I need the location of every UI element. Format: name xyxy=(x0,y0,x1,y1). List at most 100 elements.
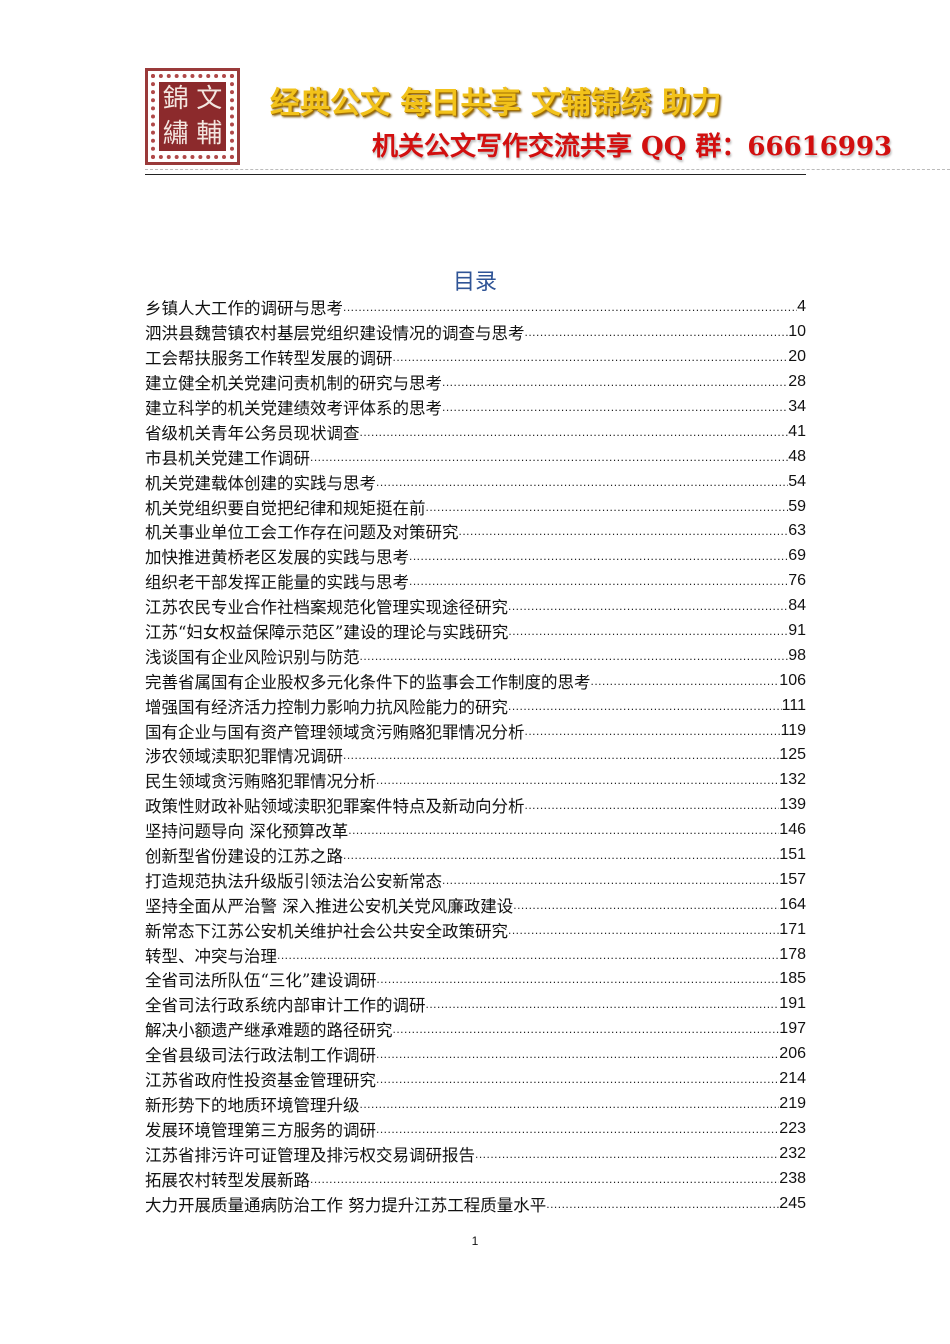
toc-entry-title[interactable]: 解决小额遗产继承难题的路径研究 xyxy=(145,1021,393,1041)
toc-entry-page[interactable]: 59 xyxy=(788,497,806,515)
toc-entry-page[interactable]: 10 xyxy=(788,323,806,341)
toc-entry-page[interactable]: 185 xyxy=(779,970,806,988)
toc-entry-page[interactable]: 125 xyxy=(779,746,806,764)
toc-entry-title[interactable]: 新形势下的地质环境管理升级 xyxy=(145,1095,360,1115)
toc-entry[interactable]: 机关事业单位工会工作存在问题及对策研究 63 xyxy=(145,519,806,544)
toc-entry-page[interactable]: 41 xyxy=(788,422,806,440)
toc-entry-page[interactable]: 119 xyxy=(780,721,806,739)
toc-entry[interactable]: 全省县级司法行政法制工作调研 206 xyxy=(145,1042,806,1067)
toc-entry-page[interactable]: 223 xyxy=(779,1119,806,1137)
toc-entry-page[interactable]: 164 xyxy=(779,895,806,913)
toc-entry-title[interactable]: 乡镇人大工作的调研与思考 xyxy=(145,299,343,319)
toc-entry-page[interactable]: 63 xyxy=(788,522,806,540)
toc-entry-title[interactable]: 打造规范执法升级版引领法治公安新常态 xyxy=(145,871,442,891)
toc-entry-title[interactable]: 转型、冲突与治理 xyxy=(145,946,277,966)
toc-entry-title[interactable]: 大力开展质量通病防治工作 努力提升江苏工程质量水平 xyxy=(145,1195,547,1215)
toc-entry-page[interactable]: 191 xyxy=(779,995,806,1013)
toc-entry-page[interactable]: 171 xyxy=(779,920,806,938)
toc-entry[interactable]: 江苏农民专业合作社档案规范化管理实现途径研究 84 xyxy=(145,594,806,619)
toc-entry[interactable]: 转型、冲突与治理 178 xyxy=(145,942,806,967)
toc-entry-title[interactable]: 组织老干部发挥正能量的实践与思考 xyxy=(145,573,409,593)
toc-entry-title[interactable]: 完善省属国有企业股权多元化条件下的监事会工作制度的思考 xyxy=(145,672,591,692)
toc-entry[interactable]: 省级机关青年公务员现状调查 41 xyxy=(145,419,806,444)
toc-entry-page[interactable]: 139 xyxy=(779,796,806,814)
toc-entry-title[interactable]: 市县机关党建工作调研 xyxy=(145,448,310,468)
toc-entry[interactable]: 国有企业与国有资产管理领域贪污贿赂犯罪情况分析 119 xyxy=(145,718,806,743)
toc-entry-page[interactable]: 98 xyxy=(788,646,806,664)
toc-entry[interactable]: 打造规范执法升级版引领法治公安新常态 157 xyxy=(145,867,806,892)
toc-entry[interactable]: 乡镇人大工作的调研与思考 4 xyxy=(145,295,806,320)
toc-entry-page[interactable]: 69 xyxy=(788,547,806,565)
toc-entry-title[interactable]: 建立健全机关党建问责机制的研究与思考 xyxy=(145,374,442,394)
toc-entry-page[interactable]: 91 xyxy=(788,622,806,640)
toc-entry-title[interactable]: 全省司法行政系统内部审计工作的调研 xyxy=(145,996,426,1016)
toc-entry-title[interactable]: 江苏“妇女权益保障示范区”建设的理论与实践研究 xyxy=(145,623,509,643)
toc-entry-title[interactable]: 全省司法所队伍“三化”建设调研 xyxy=(145,971,377,991)
toc-entry-page[interactable]: 28 xyxy=(788,373,806,391)
toc-entry[interactable]: 大力开展质量通病防治工作 努力提升江苏工程质量水平 245 xyxy=(145,1191,806,1216)
toc-entry-title[interactable]: 拓展农村转型发展新路 xyxy=(145,1170,310,1190)
toc-entry-title[interactable]: 工会帮扶服务工作转型发展的调研 xyxy=(145,349,393,369)
toc-entry-title[interactable]: 江苏省排污许可证管理及排污权交易调研报告 xyxy=(145,1145,475,1165)
toc-entry[interactable]: 坚持全面从严治警 深入推进公安机关党风廉政建设 164 xyxy=(145,892,806,917)
toc-entry-page[interactable]: 146 xyxy=(779,821,806,839)
toc-entry-title[interactable]: 国有企业与国有资产管理领域贪污贿赂犯罪情况分析 xyxy=(145,722,525,742)
toc-entry[interactable]: 新常态下江苏公安机关维护社会公共安全政策研究 171 xyxy=(145,917,806,942)
toc-entry[interactable]: 增强国有经济活力控制力影响力抗风险能力的研究 111 xyxy=(145,693,806,718)
toc-entry[interactable]: 坚持问题导向 深化预算改革 146 xyxy=(145,818,806,843)
toc-entry[interactable]: 江苏“妇女权益保障示范区”建设的理论与实践研究 91 xyxy=(145,619,806,644)
toc-entry-title[interactable]: 加快推进黄桥老区发展的实践与思考 xyxy=(145,548,409,568)
toc-entry-page[interactable]: 206 xyxy=(779,1045,806,1063)
toc-entry[interactable]: 完善省属国有企业股权多元化条件下的监事会工作制度的思考 106 xyxy=(145,668,806,693)
toc-entry-title[interactable]: 坚持全面从严治警 深入推进公安机关党风廉政建设 xyxy=(145,896,514,916)
toc-entry[interactable]: 建立科学的机关党建绩效考评体系的思考 34 xyxy=(145,395,806,420)
toc-entry-title[interactable]: 坚持问题导向 深化预算改革 xyxy=(145,822,349,842)
toc-entry[interactable]: 泗洪县魏营镇农村基层党组织建设情况的调查与思考 10 xyxy=(145,320,806,345)
toc-entry-title[interactable]: 涉农领域渎职犯罪情况调研 xyxy=(145,747,343,767)
toc-entry-page[interactable]: 214 xyxy=(779,1070,806,1088)
toc-entry[interactable]: 发展环境管理第三方服务的调研 223 xyxy=(145,1116,806,1141)
toc-entry-page[interactable]: 238 xyxy=(779,1169,806,1187)
toc-entry-page[interactable]: 4 xyxy=(797,298,806,316)
toc-entry[interactable]: 机关党建载体创建的实践与思考 54 xyxy=(145,469,806,494)
toc-entry-page[interactable]: 219 xyxy=(779,1094,806,1112)
toc-entry[interactable]: 民生领域贪污贿赂犯罪情况分析 132 xyxy=(145,768,806,793)
toc-entry[interactable]: 江苏省排污许可证管理及排污权交易调研报告 232 xyxy=(145,1141,806,1166)
toc-entry-page[interactable]: 151 xyxy=(779,846,806,864)
toc-entry-page[interactable]: 20 xyxy=(788,348,806,366)
toc-entry-page[interactable]: 54 xyxy=(788,472,806,490)
toc-entry[interactable]: 市县机关党建工作调研 48 xyxy=(145,444,806,469)
toc-entry-title[interactable]: 机关事业单位工会工作存在问题及对策研究 xyxy=(145,523,459,543)
toc-entry-page[interactable]: 48 xyxy=(788,447,806,465)
toc-entry-title[interactable]: 江苏省政府性投资基金管理研究 xyxy=(145,1071,376,1091)
toc-entry-page[interactable]: 34 xyxy=(788,398,806,415)
toc-entry-page[interactable]: 197 xyxy=(779,1020,806,1038)
toc-entry-title[interactable]: 泗洪县魏营镇农村基层党组织建设情况的调查与思考 xyxy=(145,324,525,344)
toc-entry-title[interactable]: 增强国有经济活力控制力影响力抗风险能力的研究 xyxy=(145,697,508,717)
toc-entry[interactable]: 新形势下的地质环境管理升级 219 xyxy=(145,1092,806,1117)
toc-entry[interactable]: 组织老干部发挥正能量的实践与思考 76 xyxy=(145,569,806,594)
toc-entry[interactable]: 涉农领域渎职犯罪情况调研 125 xyxy=(145,743,806,768)
toc-entry[interactable]: 建立健全机关党建问责机制的研究与思考 28 xyxy=(145,370,806,395)
toc-entry-title[interactable]: 发展环境管理第三方服务的调研 xyxy=(145,1120,376,1140)
toc-entry-page[interactable]: 232 xyxy=(779,1144,806,1162)
toc-entry-page[interactable]: 178 xyxy=(779,945,806,963)
toc-entry-page[interactable]: 84 xyxy=(788,597,806,615)
toc-entry[interactable]: 加快推进黄桥老区发展的实践与思考 69 xyxy=(145,544,806,569)
toc-entry[interactable]: 解决小额遗产继承难题的路径研究 197 xyxy=(145,1017,806,1042)
toc-entry-page[interactable]: 132 xyxy=(779,771,806,789)
toc-entry-page[interactable]: 157 xyxy=(779,870,806,888)
toc-entry[interactable]: 政策性财政补贴领域渎职犯罪案件特点及新动向分析 139 xyxy=(145,793,806,818)
toc-entry[interactable]: 拓展农村转型发展新路 238 xyxy=(145,1166,806,1191)
toc-entry-page[interactable]: 106 xyxy=(779,671,806,689)
toc-entry-title[interactable]: 省级机关青年公务员现状调查 xyxy=(145,423,360,443)
toc-entry-title[interactable]: 新常态下江苏公安机关维护社会公共安全政策研究 xyxy=(145,921,508,941)
toc-entry-page[interactable]: 76 xyxy=(788,572,806,590)
toc-entry[interactable]: 全省司法所队伍“三化”建设调研 185 xyxy=(145,967,806,992)
toc-entry-title[interactable]: 全省县级司法行政法制工作调研 xyxy=(145,1046,376,1066)
toc-entry[interactable]: 创新型省份建设的江苏之路 151 xyxy=(145,843,806,868)
toc-entry-title[interactable]: 江苏农民专业合作社档案规范化管理实现途径研究 xyxy=(145,598,508,618)
toc-entry[interactable]: 江苏省政府性投资基金管理研究 214 xyxy=(145,1067,806,1092)
toc-entry-title[interactable]: 机关党建载体创建的实践与思考 xyxy=(145,473,376,493)
toc-entry[interactable]: 工会帮扶服务工作转型发展的调研 20 xyxy=(145,345,806,370)
